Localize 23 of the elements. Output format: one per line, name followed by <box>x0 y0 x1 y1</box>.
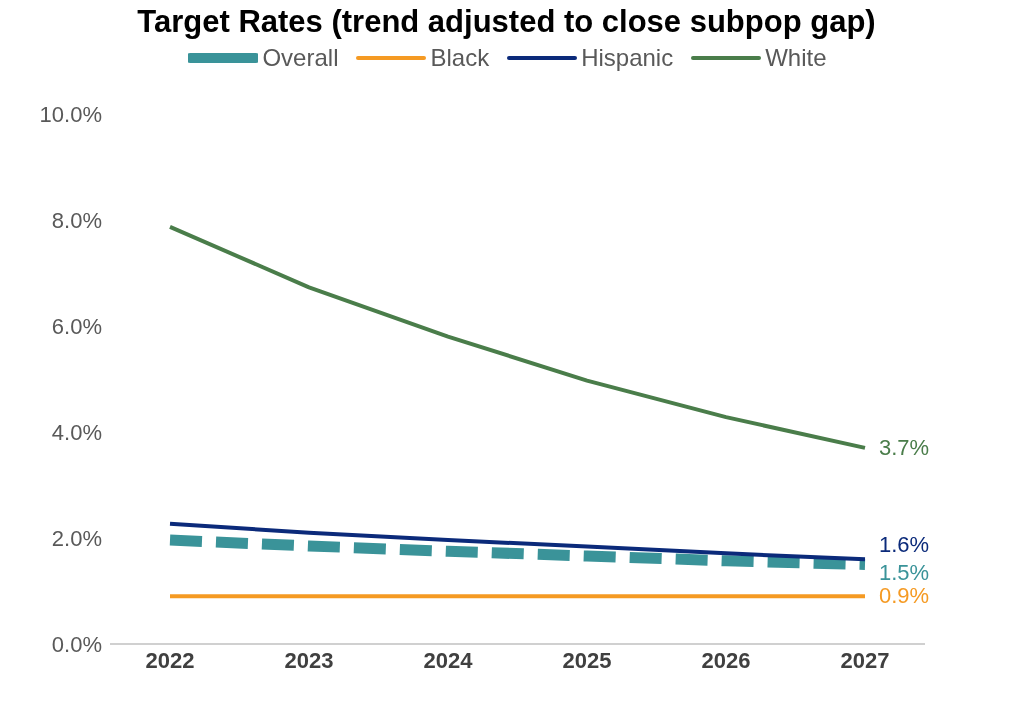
data-label: 0.9% <box>879 583 930 609</box>
data-label: 1.6% <box>879 532 930 558</box>
line-series <box>168 224 867 450</box>
y-tick-label: 2.0% <box>51 525 102 551</box>
x-tick-label: 2022 <box>145 647 195 673</box>
legend-label: Black <box>430 44 490 72</box>
x-tick-label: 2027 <box>840 647 890 673</box>
data-label: 3.7% <box>879 434 930 460</box>
line-series <box>168 521 867 562</box>
y-tick-label: 6.0% <box>51 313 102 339</box>
x-tick-label: 2023 <box>284 647 334 673</box>
y-tick-label: 10.0% <box>39 101 102 127</box>
data-label: 1.5% <box>879 559 930 585</box>
y-tick-label: 0.0% <box>51 631 102 657</box>
legend-label: Overall <box>262 44 339 72</box>
y-tick-label: 8.0% <box>51 207 102 233</box>
legend-label: White <box>765 44 827 72</box>
x-tick-label: 2024 <box>423 647 474 673</box>
y-tick-label: 4.0% <box>51 419 102 445</box>
legend-label: Hispanic <box>581 44 674 72</box>
chart-title: Target Rates (trend adjusted to close subpop gap) <box>136 3 877 41</box>
x-tick-label: 2026 <box>701 647 751 673</box>
x-tick-label: 2025 <box>562 647 612 673</box>
